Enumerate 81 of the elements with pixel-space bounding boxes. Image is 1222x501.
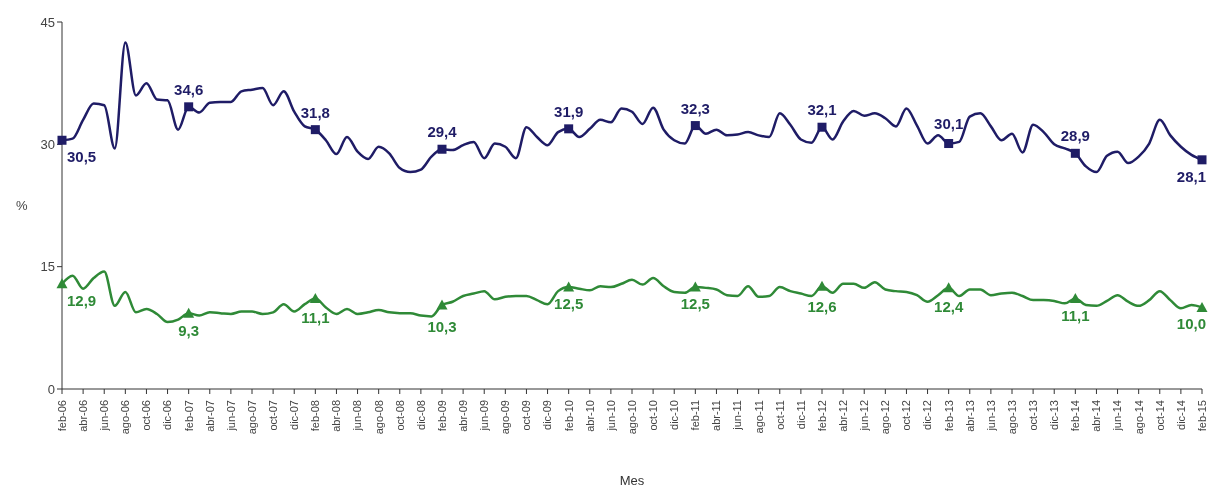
x-tick-label: abr-14 [1090, 400, 1103, 432]
x-tick-label: oct-14 [1153, 400, 1166, 431]
x-tick-label: ago-07 [245, 400, 258, 435]
y-tick-label: 15 [40, 259, 55, 275]
data-label: 12,6 [807, 298, 837, 316]
data-label: 32,3 [680, 99, 710, 117]
data-label: 31,9 [554, 102, 584, 120]
x-tick-label: oct-08 [393, 400, 406, 431]
x-tick-label: dic-10 [668, 400, 681, 430]
data-label: 30,1 [934, 115, 964, 133]
x-tick-label: oct-13 [1026, 400, 1039, 431]
y-axis-title: % [16, 198, 28, 214]
x-tick-label: oct-09 [520, 400, 533, 431]
x-tick-label: abr-07 [203, 400, 216, 432]
x-tick-label: ago-09 [499, 400, 512, 435]
x-tick-label: oct-10 [646, 400, 659, 431]
x-tick-label: dic-08 [414, 400, 427, 430]
x-tick-label: jun-10 [604, 400, 617, 432]
x-tick-label: jun-11 [731, 400, 744, 431]
data-label: 9,3 [178, 321, 200, 339]
x-tick-label: jun-14 [1111, 400, 1124, 432]
x-axis-title: Mes [619, 473, 645, 488]
x-tick-label: dic-13 [1048, 400, 1061, 430]
x-tick-label: dic-14 [1174, 400, 1187, 430]
x-tick-label: feb-14 [1069, 400, 1082, 432]
data-label: 31,8 [300, 103, 330, 121]
data-label: 10,3 [427, 318, 457, 336]
data-label: 12,4 [934, 298, 964, 316]
x-tick-label: jun-12 [858, 400, 871, 432]
data-label: 28,9 [1060, 127, 1090, 145]
x-tick-label: ago-11 [752, 400, 765, 434]
x-tick-label: dic-09 [541, 400, 554, 430]
y-tick-label: 30 [40, 136, 55, 152]
x-tick-label: dic-11 [794, 400, 807, 430]
x-tick-label: oct-11 [773, 400, 786, 430]
data-label: 11,1 [301, 309, 330, 327]
data-label: 11,1 [1061, 307, 1090, 324]
data-label: 12,5 [554, 295, 584, 313]
data-label: 12,5 [680, 295, 710, 313]
data-label: 34,6 [174, 80, 204, 98]
x-tick-label: jun-06 [98, 400, 111, 432]
x-tick-label: ago-13 [1005, 400, 1018, 435]
x-tick-label: abr-13 [963, 400, 976, 432]
x-tick-label: abr-09 [456, 400, 469, 432]
x-tick-label: feb-15 [1195, 400, 1208, 432]
x-tick-label: feb-09 [435, 400, 448, 432]
x-tick-label: abr-10 [583, 400, 596, 432]
x-tick-label: abr-06 [76, 400, 89, 432]
x-tick-label: ago-14 [1132, 400, 1145, 435]
x-tick-label: ago-06 [119, 400, 132, 435]
x-tick-label: dic-06 [161, 400, 174, 430]
y-tick-label: 45 [40, 14, 55, 30]
data-label: 28,1 [1176, 167, 1206, 185]
x-tick-label: feb-08 [309, 400, 322, 432]
x-tick-label: oct-07 [266, 400, 279, 431]
x-tick-label: abr-12 [836, 400, 849, 432]
x-tick-label: ago-12 [879, 400, 892, 435]
x-tick-label: abr-08 [330, 400, 343, 432]
x-tick-label: feb-07 [182, 400, 195, 432]
x-tick-label: ago-10 [625, 400, 638, 435]
data-label: 29,4 [427, 123, 458, 141]
data-label: 32,1 [807, 101, 837, 119]
x-tick-label: oct-12 [900, 400, 913, 431]
x-tick-label: jun-13 [984, 400, 997, 432]
x-tick-label: feb-10 [562, 400, 575, 432]
x-tick-label: dic-12 [921, 400, 934, 430]
x-tick-label: jun-07 [224, 400, 237, 432]
x-tick-label: jun-08 [351, 400, 364, 432]
x-tick-label: feb-12 [815, 400, 828, 432]
x-tick-label: abr-11 [710, 400, 723, 431]
data-label: 10,0 [1176, 315, 1206, 333]
x-tick-label: ago-08 [372, 400, 385, 435]
x-tick-label: feb-13 [942, 400, 955, 432]
x-tick-label: feb-06 [55, 400, 68, 432]
data-label: 12,9 [67, 291, 97, 309]
data-label: 30,5 [67, 148, 97, 166]
x-tick-label: jun-09 [478, 400, 491, 432]
x-tick-label: dic-07 [288, 400, 301, 430]
y-tick-label: 0 [47, 381, 55, 397]
x-tick-label: oct-06 [140, 400, 153, 431]
x-tick-label: feb-11 [689, 400, 702, 431]
